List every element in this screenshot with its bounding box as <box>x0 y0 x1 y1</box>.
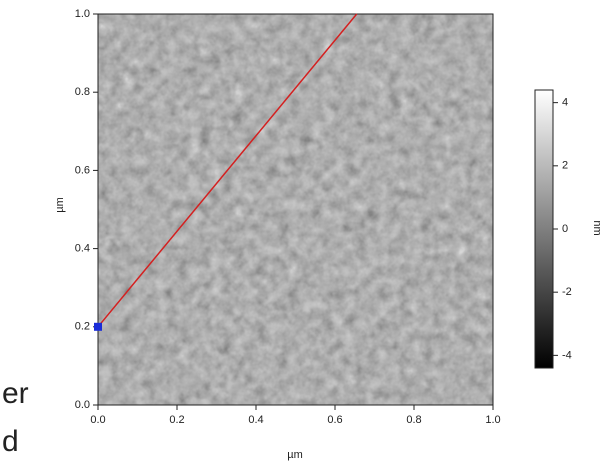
y-tick-label: 0.2 <box>75 321 90 333</box>
text-fragment: d <box>2 425 19 458</box>
x-tick-label: 0.0 <box>90 414 105 426</box>
x-tick-label: 1.0 <box>485 414 500 426</box>
colorbar <box>534 89 554 369</box>
x-tick-label: 0.4 <box>248 414 263 426</box>
plot-frame <box>97 13 494 406</box>
profile-line <box>97 13 358 328</box>
y-tick-label: 0.8 <box>75 86 90 98</box>
colorbar-tick-label: 0 <box>562 223 568 235</box>
colorbar-tick-label: -2 <box>562 286 572 298</box>
colorbar-tick-label: 4 <box>562 97 568 109</box>
x-tick-label: 0.2 <box>169 414 184 426</box>
profile-marker <box>94 322 102 331</box>
y-tick-label: 0.4 <box>75 243 90 255</box>
colorbar-label: nm <box>591 220 603 235</box>
afm-image <box>98 14 493 405</box>
y-tick-label: 0.0 <box>75 399 90 411</box>
y-tick-label: 1.0 <box>75 8 90 20</box>
x-tick-label: 0.8 <box>406 414 421 426</box>
x-axis-label: µm <box>287 449 303 461</box>
text-fragment: er <box>2 377 29 410</box>
colorbar-tick-label: 2 <box>562 160 568 172</box>
x-tick-label: 0.6 <box>327 414 342 426</box>
colorbar-tick-label: -4 <box>562 349 572 361</box>
y-axis-label: µm <box>54 197 66 213</box>
y-tick-label: 0.6 <box>75 164 90 176</box>
